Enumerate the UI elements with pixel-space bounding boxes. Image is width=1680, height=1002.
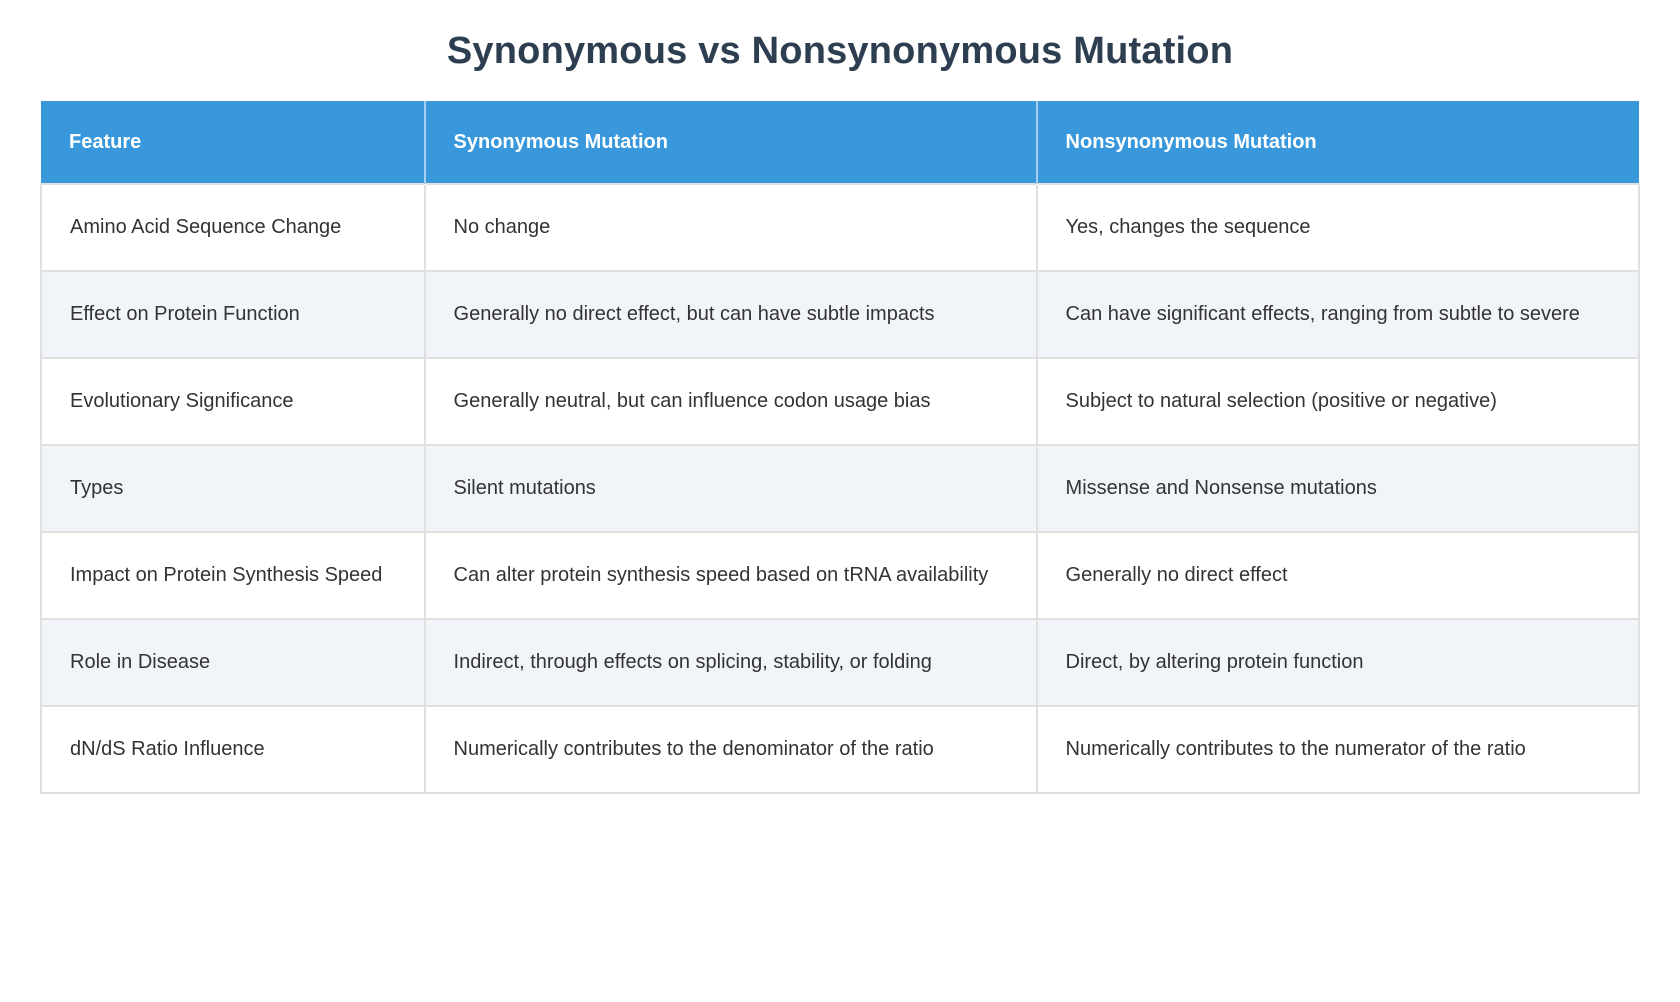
table-row: Amino Acid Sequence Change No change Yes, … — [40, 183, 1641, 272]
column-header-feature: Feature — [41, 101, 426, 184]
cell-nonsynonymous: Can have significant effects, ranging fr… — [1035, 270, 1641, 359]
cell-nonsynonymous: Yes, changes the sequence — [1035, 183, 1641, 272]
cell-nonsynonymous: Subject to natural selection (positive o… — [1035, 357, 1641, 446]
cell-synonymous: Indirect, through effects on splicing, s… — [423, 618, 1038, 707]
table-row: Impact on Protein Synthesis Speed Can alt… — [40, 531, 1641, 620]
cell-synonymous: Numerically contributes to the denominat… — [423, 705, 1038, 794]
comparison-table: Feature Synonymous Mutation Nonsynonymou… — [40, 101, 1641, 794]
cell-nonsynonymous: Missense and Nonsense mutations — [1035, 444, 1641, 533]
cell-feature: dN/dS Ratio Influence — [40, 705, 426, 794]
column-header-synonymous: Synonymous Mutation — [424, 101, 1038, 184]
table-row: dN/dS Ratio Influence Numerically contrib… — [40, 705, 1641, 794]
table-body: Amino Acid Sequence Change No change Yes, … — [40, 183, 1641, 794]
cell-nonsynonymous: Direct, by altering protein function — [1035, 618, 1641, 707]
cell-synonymous: Can alter protein synthesis speed based … — [423, 531, 1038, 620]
table-row: Effect on Protein Function Generally no d… — [40, 270, 1641, 359]
cell-feature: Role in Disease — [40, 618, 426, 707]
cell-feature: Amino Acid Sequence Change — [40, 183, 426, 272]
cell-nonsynonymous: Generally no direct effect — [1035, 531, 1641, 620]
table-row: Role in Disease Indirect, through effects… — [40, 618, 1641, 707]
comparison-table-container: Feature Synonymous Mutation Nonsynonymou… — [40, 101, 1641, 794]
cell-feature: Types — [40, 444, 426, 533]
table-row: Types Silent mutations Missense and Nonsen… — [40, 444, 1641, 533]
cell-synonymous: Generally no direct effect, but can have… — [423, 270, 1038, 359]
cell-nonsynonymous: Numerically contributes to the numerator… — [1035, 705, 1641, 794]
table-header-row: Feature Synonymous Mutation Nonsynonymou… — [41, 101, 1639, 184]
cell-feature: Impact on Protein Synthesis Speed — [40, 531, 426, 620]
cell-synonymous: Silent mutations — [423, 444, 1038, 533]
table-header: Feature Synonymous Mutation Nonsynonymou… — [41, 101, 1639, 184]
cell-synonymous: No change — [423, 183, 1038, 272]
cell-feature: Effect on Protein Function — [40, 270, 426, 359]
table-row: Evolutionary Significance Generally neutr… — [40, 357, 1641, 446]
column-header-nonsynonymous: Nonsynonymous Mutation — [1036, 101, 1639, 184]
page-title: Synonymous vs Nonsynonymous Mutation — [446, 30, 1234, 72]
cell-synonymous: Generally neutral, but can influence cod… — [423, 357, 1038, 446]
cell-feature: Evolutionary Significance — [40, 357, 426, 446]
